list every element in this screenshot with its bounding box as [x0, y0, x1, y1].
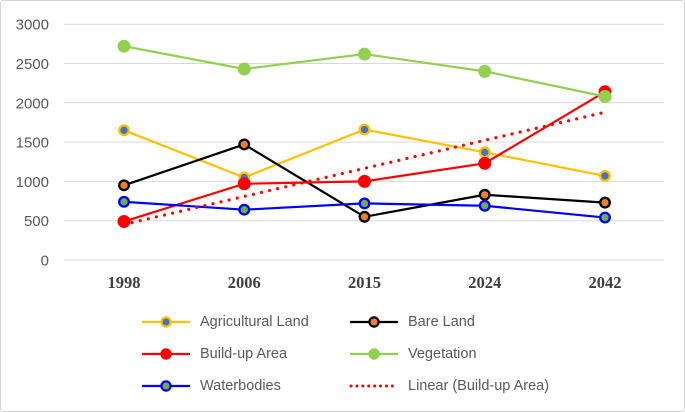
data-point-agricultural-land: [118, 124, 130, 137]
legend-item-vegetation: Vegetation: [349, 338, 549, 370]
data-point-vegetation: [358, 47, 371, 61]
legend-marker: [160, 380, 172, 392]
legend-label-linear-build-up-area: Linear (Build-up Area): [408, 378, 550, 394]
data-point-waterbodies: [599, 211, 611, 224]
chart-legend: Agricultural Land Bare Land Build-up Are…: [141, 306, 549, 402]
legend-item-waterbodies: Waterbodies: [141, 370, 349, 402]
legend-swatch-build-up-area: [141, 347, 191, 361]
y-tick-label: 2500: [16, 56, 49, 73]
data-point-vegetation: [478, 64, 492, 78]
y-axis-labels: 0 500 1000 1500 2000 2500 3000: [16, 17, 49, 270]
data-point-vegetation: [598, 90, 612, 104]
data-point-bare-land: [118, 179, 130, 192]
data-point-bare-land: [599, 196, 611, 209]
legend-marker: [160, 348, 172, 360]
data-point-agricultural-land: [358, 123, 371, 136]
series-line-agricultural-land: [122, 128, 607, 179]
x-axis-labels: 1998 2006 2015 2024 2042: [108, 273, 622, 292]
x-tick-label: 2024: [468, 273, 501, 292]
data-point-bare-land: [358, 210, 371, 223]
line-marker-swatch-icon: [142, 316, 190, 328]
legend-swatch-agricultural-land: [141, 315, 191, 329]
data-point-waterbodies: [118, 195, 130, 208]
series-build-up-area: [117, 85, 612, 228]
data-point-vegetation: [237, 62, 251, 76]
x-tick-label: 2015: [348, 273, 381, 292]
legend-item-agricultural-land: Agricultural Land: [141, 306, 349, 338]
x-tick-label: 1998: [108, 273, 141, 292]
y-tick-label: 2000: [16, 95, 49, 112]
y-tick-label: 1500: [16, 135, 49, 152]
series-bare-land: [118, 138, 611, 223]
legend-label-build-up-area: Build-up Area: [200, 346, 288, 362]
data-point-bare-land: [238, 138, 251, 151]
y-tick-label: 1000: [16, 174, 49, 191]
legend-marker: [368, 348, 380, 360]
x-tick-label: 2042: [589, 273, 622, 292]
trendline-linear-build-up-area: [122, 110, 607, 227]
data-point-bare-land: [478, 188, 491, 201]
legend-swatch-bare-land: [349, 315, 399, 329]
y-tick-label: 0: [41, 253, 49, 270]
legend-swatch-vegetation: [349, 347, 399, 361]
legend-item-bare-land: Bare Land: [349, 306, 549, 338]
data-point-waterbodies: [358, 197, 371, 210]
data-point-vegetation: [117, 39, 131, 53]
y-tick-label: 500: [24, 213, 49, 230]
dotted-line-swatch-icon: [349, 384, 399, 388]
data-point-waterbodies: [478, 199, 491, 212]
line-marker-swatch-icon: [142, 380, 190, 392]
data-point-build-up-area: [358, 174, 371, 188]
x-tick-label: 2006: [228, 273, 261, 292]
legend-marker: [368, 316, 380, 328]
line-marker-swatch-icon: [350, 348, 398, 360]
series-waterbodies: [118, 195, 611, 224]
legend-label-vegetation: Vegetation: [408, 346, 477, 362]
data-point-agricultural-land: [478, 146, 491, 159]
data-point-build-up-area: [117, 214, 131, 228]
legend-label-bare-land: Bare Land: [408, 314, 475, 330]
legend-label-waterbodies: Waterbodies: [200, 378, 281, 394]
legend-item-build-up-area: Build-up Area: [141, 338, 349, 370]
data-point-waterbodies: [238, 203, 251, 216]
legend-marker: [160, 316, 172, 328]
series-vegetation: [117, 39, 612, 104]
y-tick-label: 3000: [16, 17, 49, 34]
data-point-build-up-area: [237, 177, 251, 191]
legend-swatch-linear-build-up-area: [349, 379, 399, 393]
data-point-agricultural-land: [599, 169, 611, 182]
line-marker-swatch-icon: [350, 316, 398, 328]
legend-item-linear-build-up-area: Linear (Build-up Area): [349, 370, 549, 402]
data-point-build-up-area: [478, 156, 492, 170]
line-chart: 0 500 1000 1500 2000 2500 3000 1998 2006 2015 2024…: [16, 17, 664, 292]
legend-label-agricultural-land: Agricultural Land: [200, 314, 309, 330]
legend-swatch-waterbodies: [141, 379, 191, 393]
line-marker-swatch-icon: [142, 348, 190, 360]
